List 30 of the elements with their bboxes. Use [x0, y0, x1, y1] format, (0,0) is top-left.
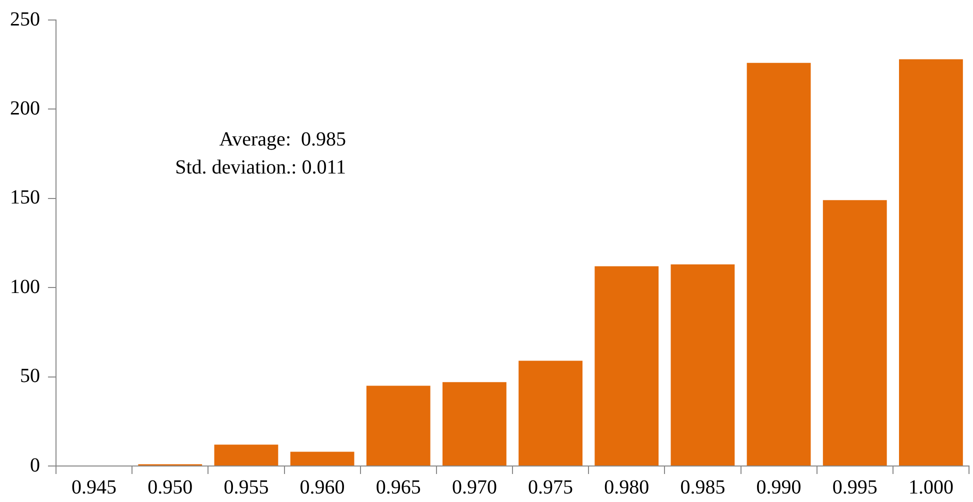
y-tick-label: 0 [30, 454, 40, 476]
bar [518, 360, 582, 466]
bar [670, 264, 735, 466]
x-tick-label: 0.975 [528, 476, 574, 498]
x-tick-label: 0.995 [832, 476, 878, 498]
x-tick-label: 0.985 [680, 476, 726, 498]
x-tick-label: 0.955 [224, 476, 269, 498]
x-tick-label: 0.960 [300, 476, 345, 498]
y-tick-label: 150 [10, 186, 40, 209]
y-tick-label: 250 [10, 8, 40, 30]
annotation: Average: 0.985 [219, 128, 346, 150]
x-tick-label: 0.965 [376, 476, 421, 498]
annotation: Std. deviation.: 0.011 [175, 156, 346, 178]
bar [899, 59, 963, 466]
x-tick-label: 1.000 [908, 476, 954, 498]
y-tick-label: 200 [10, 97, 40, 120]
bar [290, 452, 354, 466]
x-tick-label: 0.980 [604, 476, 650, 498]
x-tick-label: 0.970 [452, 476, 497, 498]
x-tick-label: 0.945 [72, 476, 117, 498]
x-tick-label: 0.990 [756, 476, 802, 498]
x-tick-label: 0.950 [148, 476, 193, 498]
y-tick-label: 100 [10, 276, 40, 298]
y-tick-label: 50 [20, 365, 40, 388]
bar [594, 266, 659, 466]
bar [214, 444, 278, 466]
bar [366, 386, 430, 466]
bar [746, 62, 811, 466]
bar [442, 382, 506, 466]
bar [822, 200, 887, 466]
